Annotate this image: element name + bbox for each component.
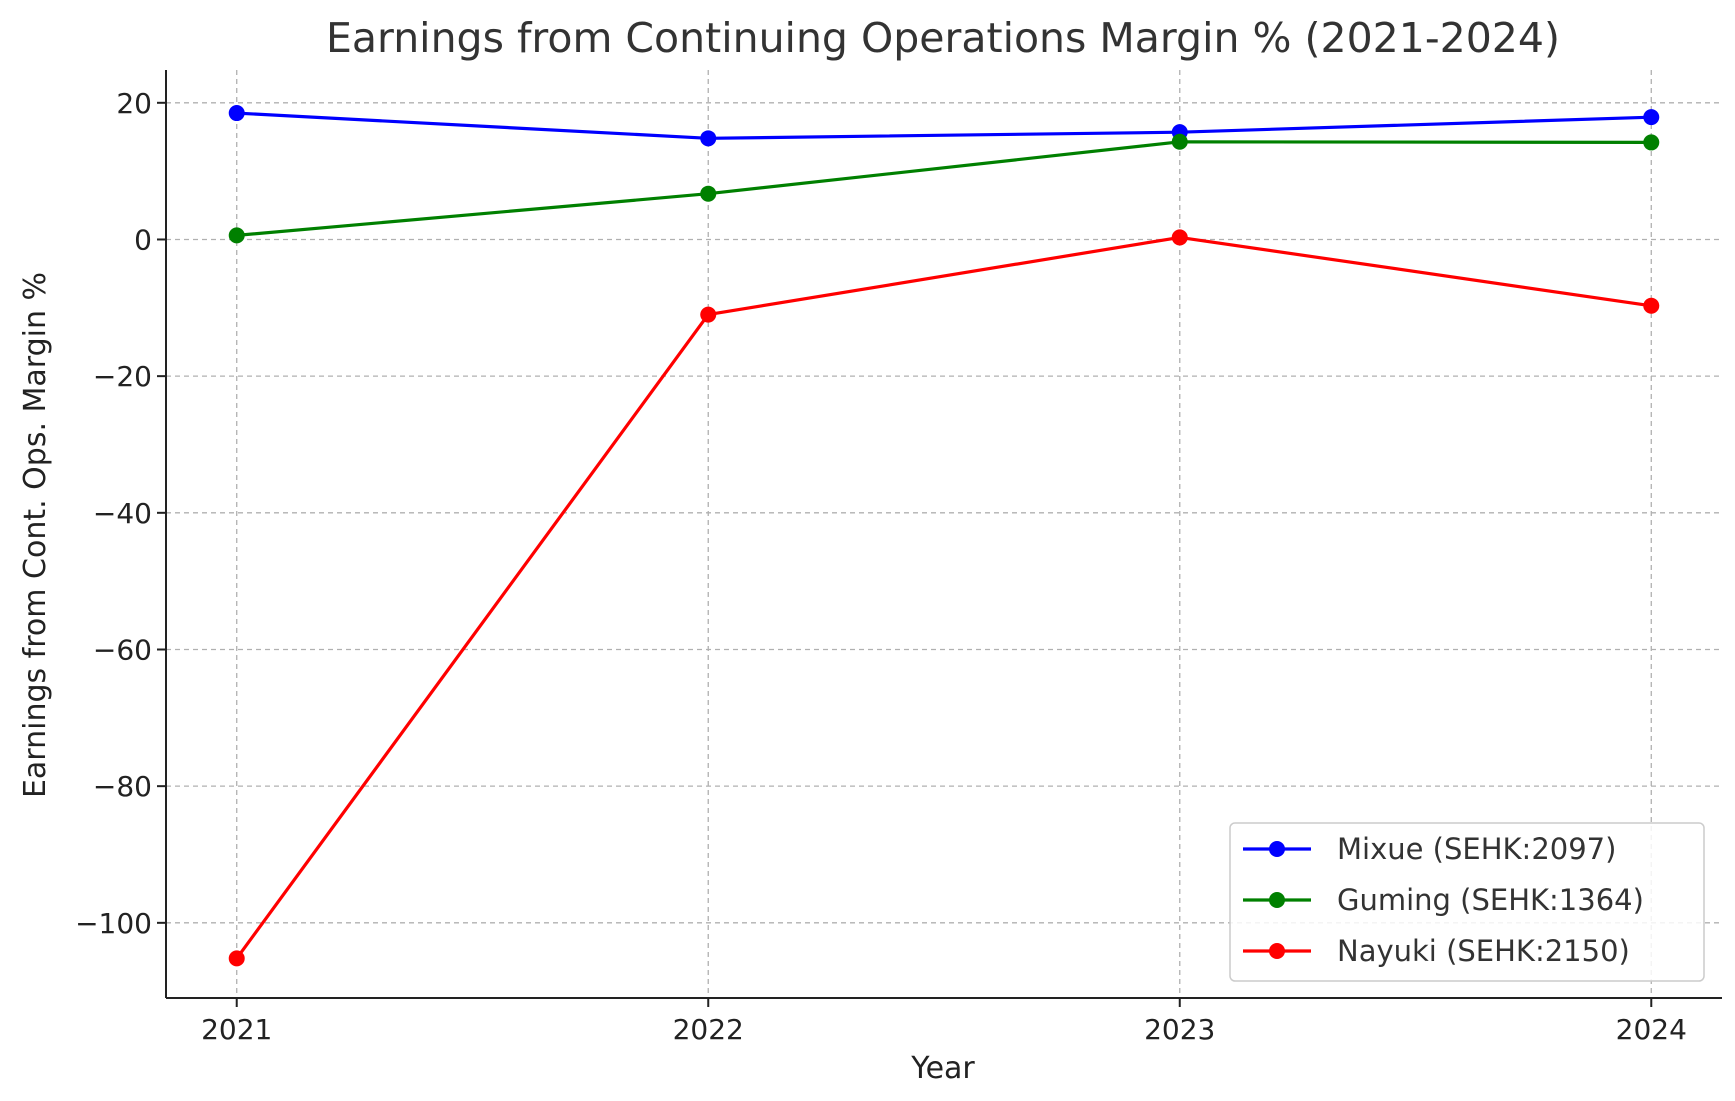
chart-title: Earnings from Continuing Operations Marg… [326, 14, 1560, 62]
legend-box [1229, 822, 1705, 982]
axes [165, 70, 1722, 999]
data-point [700, 130, 717, 147]
series-2 [228, 133, 1660, 244]
legend-marker [1269, 841, 1285, 857]
data-point [1171, 229, 1188, 246]
legend-marker [1269, 892, 1285, 908]
x-tick-label: 2022 [673, 1013, 744, 1046]
y-tick-label: −100 [75, 907, 152, 940]
legend-marker [1269, 943, 1285, 959]
y-tick-label: −80 [93, 770, 152, 803]
data-point [700, 306, 717, 323]
y-tick-label: −40 [93, 497, 152, 530]
y-tick-label: −60 [93, 633, 152, 666]
series-line [236, 111, 1652, 140]
x-tick-label: 2023 [1144, 1013, 1215, 1046]
legend-item: Mixue (SEHK:2097) [1243, 832, 1616, 866]
legend-label: Mixue (SEHK:2097) [1337, 832, 1616, 866]
series-1 [228, 105, 1660, 147]
data-point [1643, 134, 1660, 151]
y-axis-label: Earnings from Cont. Ops. Margin % [18, 272, 53, 798]
series-3 [228, 229, 1660, 967]
legend-item: Guming (SEHK:1364) [1243, 883, 1644, 917]
x-tick-label: 2024 [1616, 1013, 1687, 1046]
legend: Mixue (SEHK:2097) Guming (SEHK:1364) Nayuk… [1229, 822, 1705, 982]
y-tick-label: 0 [134, 223, 152, 256]
data-point [1643, 297, 1660, 314]
y-tick-label: −20 [93, 360, 152, 393]
y-tick-label: 20 [116, 87, 152, 120]
x-axis-label: Year [910, 1051, 975, 1086]
x-ticks: 2021 2022 2023 2024 [201, 998, 1687, 1046]
grid [166, 70, 1722, 998]
data-point [228, 105, 245, 122]
legend-label: Nayuki (SEHK:2150) [1337, 934, 1630, 968]
series-layer [228, 105, 1660, 967]
data-point [1643, 109, 1660, 126]
x-tick-label: 2021 [201, 1013, 272, 1046]
legend-item: Nayuki (SEHK:2150) [1243, 934, 1630, 968]
data-point [700, 185, 717, 202]
data-point [228, 227, 245, 244]
y-ticks: 20 0 −20 −40 −60 −80 −100 [75, 87, 166, 940]
legend-label: Guming (SEHK:1364) [1337, 883, 1644, 917]
data-point [1171, 133, 1188, 150]
series-line [235, 235, 1652, 960]
data-point [228, 950, 245, 967]
series-line [236, 140, 1652, 237]
